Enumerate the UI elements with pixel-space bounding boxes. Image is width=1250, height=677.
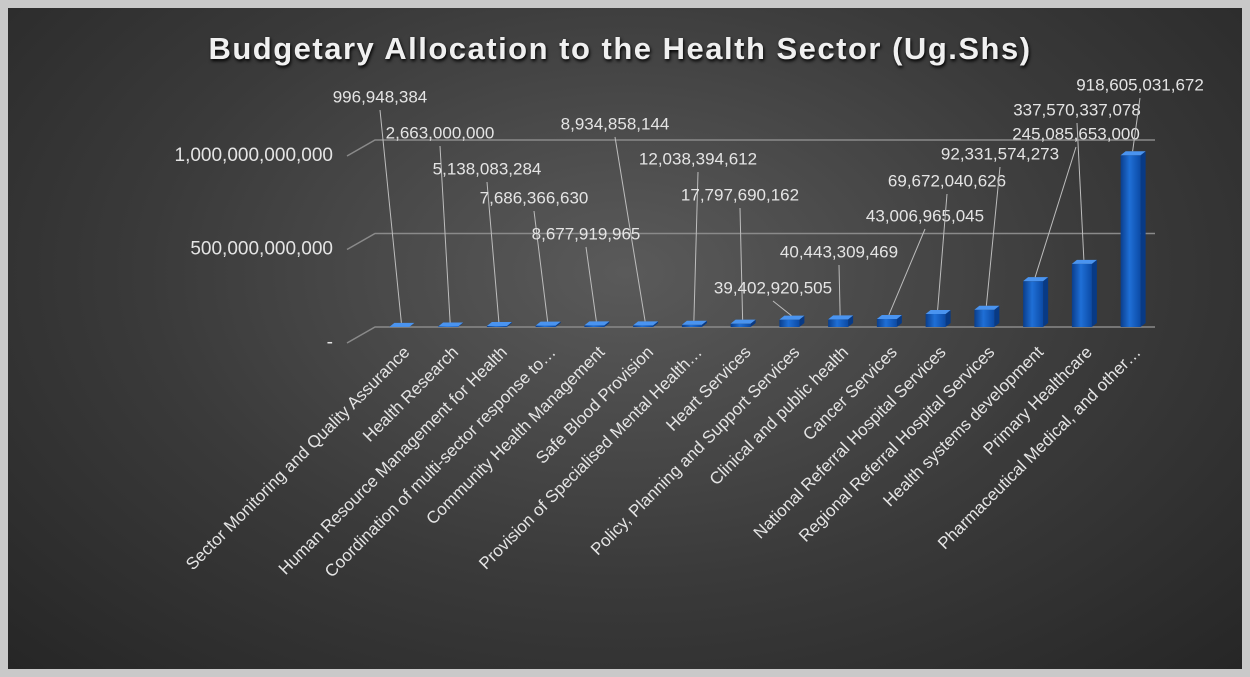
bar — [681, 324, 702, 327]
data-label: 996,948,384 — [333, 87, 428, 106]
bar — [974, 309, 995, 327]
bar-side — [945, 309, 951, 327]
leader-line — [1034, 146, 1077, 278]
leader-line — [937, 193, 948, 311]
bar — [584, 325, 605, 327]
bar-side — [1140, 151, 1146, 327]
y-tick-label: 500,000,000,000 — [190, 239, 333, 260]
bar-top — [1071, 259, 1097, 264]
bar — [876, 318, 897, 327]
bar-top — [974, 305, 1000, 310]
bar-top — [1120, 151, 1146, 156]
data-label: 39,402,920,505 — [714, 278, 832, 297]
bar — [535, 325, 556, 327]
leader-line — [585, 246, 597, 322]
bar-side — [506, 322, 512, 327]
data-label: 17,797,690,162 — [681, 185, 799, 204]
x-tick-label: Heart Services — [662, 343, 754, 435]
data-label: 69,672,040,626 — [888, 171, 1006, 190]
bar — [1071, 263, 1092, 327]
y-tick-label: - — [327, 332, 333, 353]
bar-side — [555, 321, 561, 327]
bar-top — [535, 321, 561, 326]
bar-top — [828, 315, 854, 320]
leader-line — [486, 181, 500, 323]
bar-side — [1091, 259, 1097, 327]
grid-line — [346, 139, 1155, 157]
chart-area — [8, 8, 1242, 669]
bar — [633, 325, 654, 327]
bar — [1023, 281, 1044, 327]
data-label: 2,663,000,000 — [386, 123, 495, 142]
leader-line — [772, 300, 792, 317]
data-label: 5,138,083,284 — [433, 159, 542, 178]
data-label: 918,605,031,672 — [1076, 75, 1204, 94]
bar-side — [848, 315, 854, 327]
data-label: 92,331,574,273 — [941, 144, 1059, 163]
bar-side — [409, 322, 415, 327]
bar-top — [389, 322, 415, 327]
leader-line — [439, 145, 451, 323]
bar-top — [681, 320, 707, 325]
bar — [730, 323, 751, 327]
bar — [1120, 155, 1141, 327]
bar — [925, 313, 946, 327]
leader-line — [739, 207, 744, 320]
bar — [486, 326, 507, 327]
data-label: 8,677,919,965 — [532, 224, 641, 243]
bar-side — [653, 321, 659, 327]
leader-line — [985, 166, 1001, 306]
x-tick-label: Human Resource Management for Health — [275, 343, 511, 579]
bar — [828, 319, 849, 327]
chart-title: Budgetary Allocation to the Health Secto… — [208, 31, 1032, 66]
bar-top — [584, 321, 610, 326]
bar-top — [633, 321, 659, 326]
leader-line — [838, 264, 841, 316]
bar-side — [458, 322, 464, 327]
bar-side — [1043, 277, 1049, 327]
leader-line — [614, 136, 646, 322]
x-tick-label: Coordination of multi-sector response to… — [321, 343, 560, 582]
data-label: 7,686,366,630 — [480, 188, 589, 207]
bar-top — [925, 309, 951, 314]
x-tick-label: Community Health Management — [423, 342, 609, 528]
leader-line — [379, 109, 402, 323]
bar-side — [994, 305, 1000, 327]
bar-top — [486, 322, 512, 327]
data-label: 337,570,337,078 — [1013, 100, 1141, 119]
leader-line — [533, 210, 549, 322]
y-tick-label: 1,000,000,000,000 — [175, 145, 334, 166]
grid-line — [346, 326, 1155, 344]
leader-line — [888, 228, 926, 316]
leader-line — [1076, 122, 1085, 260]
grid-line — [346, 232, 1155, 251]
data-label: 12,038,394,612 — [639, 149, 757, 168]
data-label: 43,006,965,045 — [866, 206, 984, 225]
data-label: 245,085,653,000 — [1012, 124, 1140, 143]
bar-top — [730, 319, 756, 324]
bar-side — [701, 320, 707, 327]
bar-side — [750, 319, 756, 327]
leader-line — [693, 171, 699, 321]
bar-side — [799, 315, 805, 327]
leader-line — [1132, 97, 1141, 152]
x-tick-label: Provision of Specialised Mental Health… — [475, 343, 706, 574]
bar-top — [1023, 277, 1049, 282]
bar-top — [779, 315, 805, 320]
x-tick-label: Sector Monitoring and Quality Assurance — [182, 343, 413, 574]
bar-top — [438, 322, 464, 327]
bar-side — [896, 314, 902, 327]
data-label: 40,443,309,469 — [780, 242, 898, 261]
bar-top — [876, 314, 902, 319]
data-label: 8,934,858,144 — [561, 114, 670, 133]
bar — [779, 319, 800, 327]
bar-side — [604, 321, 610, 327]
